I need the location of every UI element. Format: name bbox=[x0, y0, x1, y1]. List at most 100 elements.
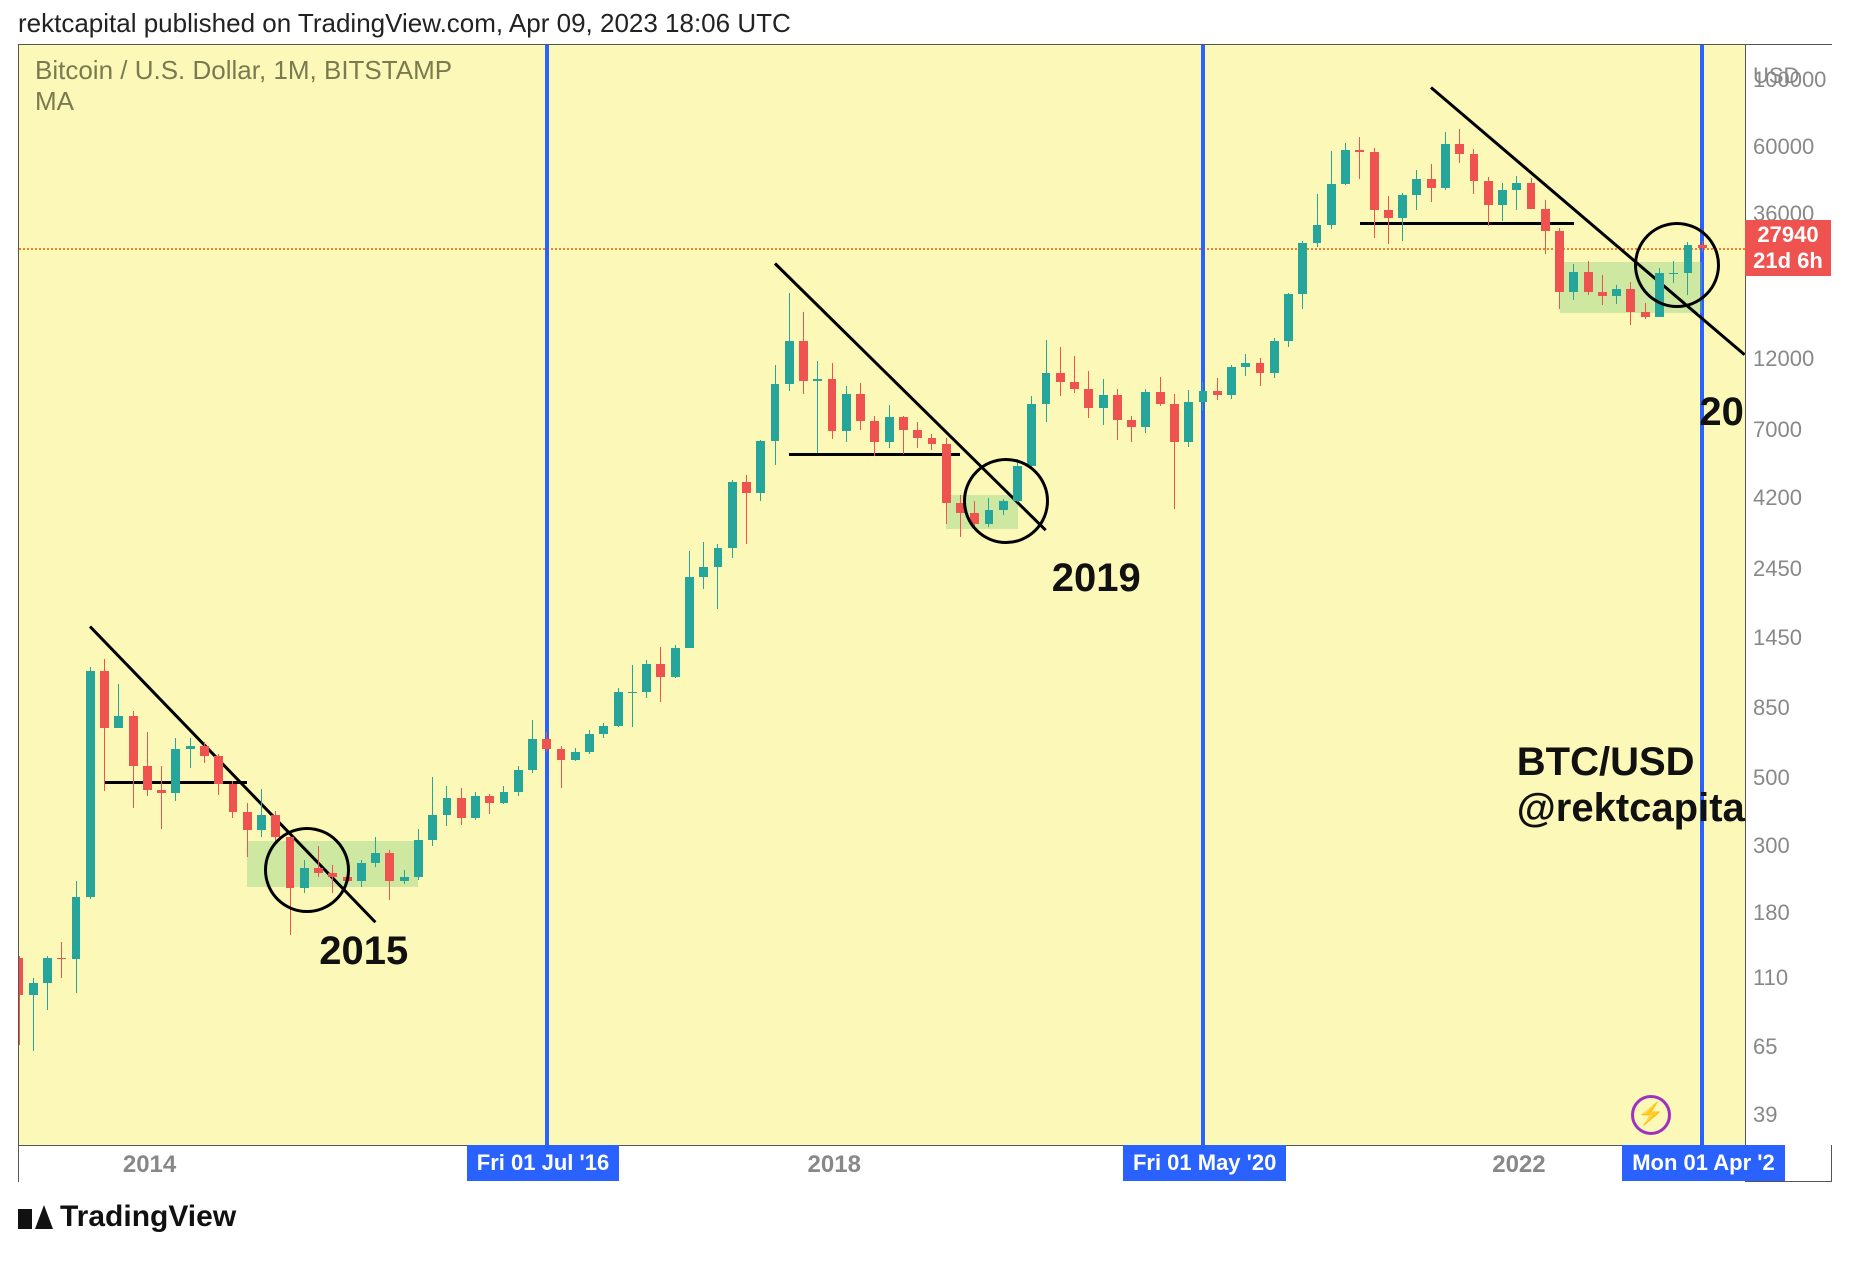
candle-body bbox=[1298, 243, 1307, 294]
y-tick: 110 bbox=[1753, 965, 1788, 991]
candle-body bbox=[1412, 179, 1421, 195]
breakout-circle bbox=[963, 458, 1049, 544]
candle-body bbox=[842, 394, 851, 432]
candle-wick bbox=[1516, 176, 1517, 210]
candle-body bbox=[728, 482, 737, 548]
candle-body bbox=[1313, 225, 1322, 242]
candle-wick bbox=[960, 495, 961, 537]
candle-body bbox=[428, 815, 437, 839]
candle-body bbox=[1227, 367, 1236, 396]
candle-body bbox=[129, 716, 138, 766]
candle-body bbox=[913, 430, 922, 438]
label-handle: @rektcapital bbox=[1517, 786, 1745, 831]
y-tick: 500 bbox=[1753, 765, 1790, 791]
candle-body bbox=[1127, 420, 1136, 426]
y-tick: 100000 bbox=[1753, 67, 1826, 93]
candle-body bbox=[72, 897, 81, 959]
label-2023: 2023 bbox=[1699, 390, 1745, 435]
candle-body bbox=[57, 958, 66, 960]
y-tick: 180 bbox=[1753, 900, 1790, 926]
candle-body bbox=[1370, 152, 1379, 210]
candle-wick bbox=[632, 665, 633, 727]
candle-body bbox=[1455, 144, 1464, 154]
candle-body bbox=[714, 548, 723, 567]
candle-body bbox=[1256, 363, 1265, 373]
candle-body bbox=[157, 790, 166, 792]
candle-body bbox=[43, 958, 52, 983]
label-2019: 2019 bbox=[1052, 556, 1141, 601]
candle-body bbox=[856, 394, 865, 422]
x-axis[interactable] bbox=[19, 1145, 1745, 1182]
candle-body bbox=[585, 734, 594, 752]
plot-area[interactable]: Bitcoin / U.S. Dollar, 1M, BITSTAMP MA 2… bbox=[19, 45, 1745, 1145]
candle-body bbox=[1113, 395, 1122, 420]
candle-body bbox=[1284, 294, 1293, 341]
candle-body bbox=[1084, 389, 1093, 408]
candle-body bbox=[557, 749, 566, 760]
candle-body bbox=[1626, 289, 1635, 312]
y-tick: 850 bbox=[1753, 695, 1790, 721]
halving-vline bbox=[545, 45, 549, 1145]
candle-wick bbox=[817, 361, 818, 452]
candle-body bbox=[114, 716, 123, 728]
candle-body bbox=[1241, 363, 1250, 366]
breakout-circle bbox=[1634, 222, 1720, 308]
candle-body bbox=[828, 379, 837, 431]
candle-body bbox=[756, 441, 765, 493]
candle-body bbox=[656, 664, 665, 677]
candle-wick bbox=[1602, 275, 1603, 305]
candle-body bbox=[1170, 404, 1179, 442]
symbol-title: Bitcoin / U.S. Dollar, 1M, BITSTAMP MA bbox=[35, 55, 452, 117]
candle-body bbox=[1070, 382, 1079, 389]
candle-body bbox=[813, 379, 822, 381]
candle-body bbox=[414, 840, 423, 878]
candle-body bbox=[1213, 391, 1222, 395]
label-pair: BTC/USD bbox=[1517, 740, 1695, 785]
candle-body bbox=[385, 853, 394, 881]
candle-body bbox=[1498, 190, 1507, 205]
tradingview-logo: TradingView bbox=[18, 1200, 236, 1234]
candle-body bbox=[1427, 179, 1436, 189]
candle-body bbox=[528, 739, 537, 770]
candle-body bbox=[628, 692, 637, 694]
candle-body bbox=[571, 752, 580, 760]
candle-body bbox=[671, 648, 680, 677]
candle-body bbox=[1555, 231, 1564, 293]
candle-wick bbox=[1060, 347, 1061, 397]
x-tick: 2014 bbox=[123, 1151, 176, 1179]
candle-body bbox=[1199, 391, 1208, 403]
x-flag: Mon 01 Apr '2 bbox=[1622, 1145, 1785, 1181]
y-tick: 4200 bbox=[1753, 485, 1802, 511]
candle-body bbox=[500, 792, 509, 802]
candle-body bbox=[485, 796, 494, 802]
candle-body bbox=[400, 877, 409, 880]
candle-body bbox=[1398, 195, 1407, 218]
candle-body bbox=[243, 812, 252, 830]
candle-wick bbox=[703, 542, 704, 589]
candle-body bbox=[1527, 183, 1536, 208]
candle-body bbox=[1384, 210, 1393, 218]
candle-body bbox=[257, 815, 266, 830]
candle-wick bbox=[161, 766, 162, 829]
lightning-icon[interactable]: ⚡ bbox=[1631, 1095, 1671, 1135]
candle-body bbox=[928, 438, 937, 444]
candle-body bbox=[1056, 373, 1065, 382]
candle-body bbox=[1612, 289, 1621, 296]
halving-vline bbox=[1700, 45, 1704, 1145]
candle-body bbox=[1270, 341, 1279, 374]
candle-body bbox=[1569, 272, 1578, 293]
publish-header: rektcapital published on TradingView.com… bbox=[18, 8, 791, 39]
y-tick: 65 bbox=[1753, 1034, 1777, 1060]
candle-body bbox=[514, 770, 523, 792]
tv-logo-icon bbox=[18, 1205, 52, 1229]
candle-body bbox=[685, 577, 694, 647]
y-tick: 300 bbox=[1753, 833, 1790, 859]
candle-body bbox=[1327, 184, 1336, 225]
candle-body bbox=[143, 766, 152, 790]
tv-logo-text: TradingView bbox=[60, 1200, 236, 1234]
candle-body bbox=[19, 958, 23, 995]
candle-body bbox=[471, 796, 480, 818]
current-price-line bbox=[19, 248, 1745, 250]
candle-body bbox=[200, 746, 209, 757]
candle-body bbox=[186, 746, 195, 749]
